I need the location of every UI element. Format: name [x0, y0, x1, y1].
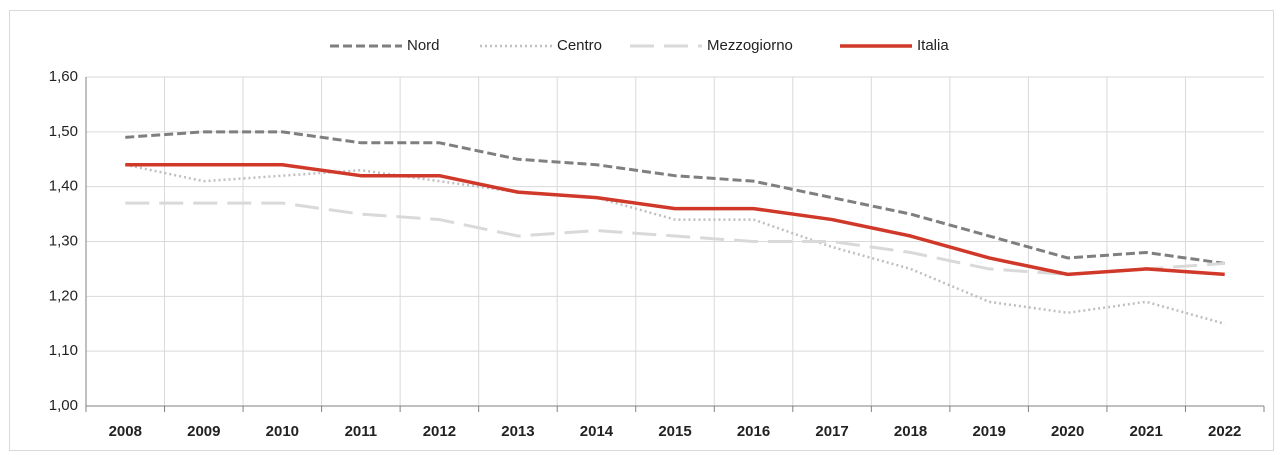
- x-tick-label: 2019: [972, 423, 1005, 440]
- series-line: [125, 201, 1225, 276]
- x-tick-label: 2011: [345, 423, 378, 440]
- y-tick-label: 1,30: [49, 232, 78, 249]
- y-tick-label: 1,40: [49, 178, 78, 195]
- x-tick-label: 2022: [1208, 423, 1241, 440]
- x-tick-label: 2016: [737, 423, 770, 440]
- x-tick-label: 2013: [501, 423, 534, 440]
- x-tick-label: 2012: [423, 423, 456, 440]
- series-line: [125, 162, 1225, 277]
- legend-label: Mezzogiorno: [707, 37, 793, 54]
- x-tick-label: 2014: [580, 423, 614, 440]
- series-line: [125, 130, 1225, 265]
- series-line: [125, 163, 1226, 325]
- legend-label: Italia: [917, 37, 949, 54]
- x-tick-label: 2010: [266, 423, 299, 440]
- x-tick-label: 2009: [187, 423, 220, 440]
- x-tick-label: 2021: [1130, 423, 1163, 440]
- y-tick-label: 1,10: [49, 342, 78, 359]
- x-tick-label: 2015: [658, 423, 691, 440]
- x-tick-label: 2020: [1051, 423, 1084, 440]
- chart-border: [9, 10, 1274, 451]
- legend-label: Nord: [407, 37, 440, 54]
- y-tick-label: 1,20: [49, 287, 78, 304]
- x-tick-label: 2018: [894, 423, 927, 440]
- y-tick-label: 1,00: [49, 397, 78, 414]
- x-tick-label: 2008: [109, 423, 142, 440]
- y-tick-label: 1,60: [49, 68, 78, 85]
- legend-label: Centro: [557, 37, 602, 54]
- x-tick-label: 2017: [815, 423, 848, 440]
- y-tick-label: 1,50: [49, 123, 78, 140]
